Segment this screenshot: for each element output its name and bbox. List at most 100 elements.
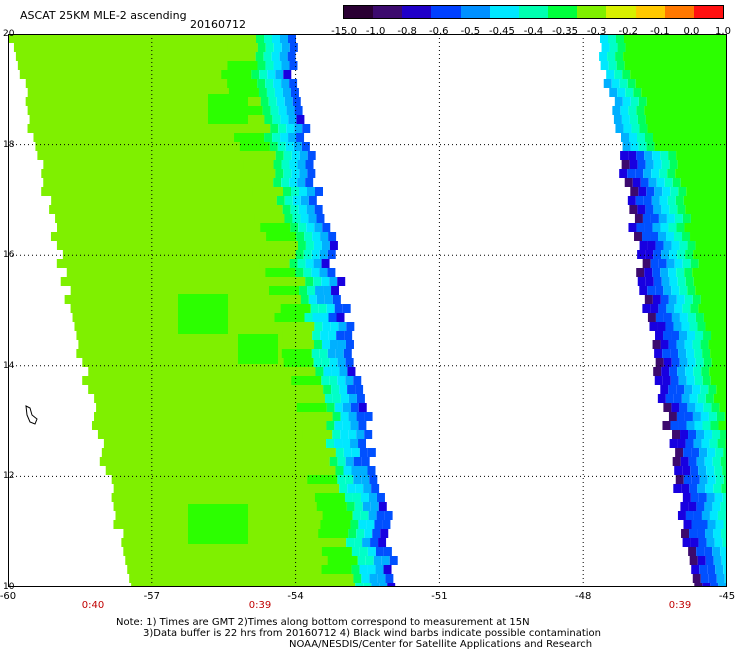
right-swath-edge-cell xyxy=(692,295,701,304)
left-swath-edge-cell xyxy=(288,34,296,43)
left-swath-lime xyxy=(56,259,290,268)
right-swath-edge-cell xyxy=(709,439,718,448)
left-swath-green xyxy=(252,187,283,196)
left-swath-edge-cell xyxy=(272,34,280,43)
left-swath-edge-cell xyxy=(337,340,346,349)
left-swath-green xyxy=(226,34,256,43)
left-swath-edge-cell xyxy=(360,511,369,520)
left-swath-edge-cell xyxy=(346,502,355,511)
left-swath-edge-cell xyxy=(291,169,300,178)
left-swath-edge-cell xyxy=(347,367,356,376)
right-swath-edge-cell xyxy=(603,79,612,88)
right-swath-edge-cell xyxy=(690,466,699,475)
left-swath-edge-cell xyxy=(350,421,359,430)
left-swath-edge-cell xyxy=(367,547,376,556)
left-swath-lime xyxy=(105,466,336,475)
right-swath-edge-cell xyxy=(701,367,710,376)
right-swath-edge-cell xyxy=(666,232,675,241)
left-swath-edge-cell xyxy=(320,232,329,241)
left-swath-green xyxy=(275,277,306,286)
right-swath-edge-cell xyxy=(679,358,688,367)
right-swath-edge-cell xyxy=(661,277,670,286)
left-swath-edge-cell xyxy=(367,565,376,574)
right-swath-edge-cell xyxy=(635,169,644,178)
right-swath-edge-cell xyxy=(648,178,657,187)
island-outline xyxy=(25,405,38,425)
left-swath-lime xyxy=(49,205,283,214)
right-swath-edge-cell xyxy=(699,475,708,484)
left-swath-edge-cell xyxy=(354,502,363,511)
left-swath-green xyxy=(259,259,290,268)
right-swath-edge-cell xyxy=(629,205,638,214)
right-swath-edge-cell xyxy=(621,160,630,169)
left-swath-edge-cell xyxy=(281,43,290,52)
left-swath-edge-cell xyxy=(322,223,331,232)
right-swath-edge-cell xyxy=(677,439,686,448)
left-swath-edge-cell xyxy=(289,160,298,169)
left-swath-edge-cell xyxy=(312,313,321,322)
left-swath-edge-cell xyxy=(321,376,330,385)
left-swath-lime xyxy=(70,286,300,295)
right-swath-edge-cell xyxy=(716,574,725,583)
left-swath-green xyxy=(265,268,296,277)
left-swath-edge-cell xyxy=(311,250,320,259)
right-swath-edge-cell xyxy=(642,232,651,241)
left-swath-edge-cell xyxy=(344,493,353,502)
right-swath-edge-cell xyxy=(655,313,664,322)
right-swath-edge-cell xyxy=(687,313,696,322)
left-swath-edge-cell xyxy=(365,556,374,565)
left-swath-edge-cell xyxy=(328,331,337,340)
right-swath-edge-cell xyxy=(672,430,681,439)
right-swath-edge-cell xyxy=(684,268,693,277)
right-swath-edge-cell xyxy=(687,358,696,367)
right-swath-edge-cell xyxy=(647,313,656,322)
left-swath-edge-cell xyxy=(281,178,290,187)
left-swath-edge-cell xyxy=(356,529,365,538)
right-swath-green xyxy=(676,151,727,160)
right-swath-edge-cell xyxy=(655,331,664,340)
right-swath-green xyxy=(675,169,727,178)
left-swath-green xyxy=(296,403,327,412)
right-swath-edge-cell xyxy=(668,412,677,421)
right-swath-edge-cell xyxy=(649,322,658,331)
lon-label: -48 xyxy=(575,591,592,602)
right-swath-edge-cell xyxy=(650,214,659,223)
left-swath-edge-cell xyxy=(313,340,322,349)
colorbar xyxy=(343,5,724,19)
left-swath-lime xyxy=(111,475,338,484)
right-swath-edge-cell xyxy=(658,232,667,241)
right-swath-edge-cell xyxy=(612,106,621,115)
left-swath-edge-cell xyxy=(257,43,266,52)
left-swath-edge-cell xyxy=(319,250,328,259)
right-swath-edge-cell xyxy=(632,178,641,187)
right-swath-edge-cell xyxy=(684,385,693,394)
left-swath-edge-cell xyxy=(258,88,267,97)
time-label: 0:39 xyxy=(668,600,692,611)
left-swath-edge-cell xyxy=(285,142,294,151)
right-swath-edge-cell xyxy=(601,43,610,52)
left-swath-green xyxy=(318,529,349,538)
left-swath-edge-cell xyxy=(353,574,362,583)
right-swath-edge-cell xyxy=(666,259,675,268)
right-swath-edge-cell xyxy=(712,547,721,556)
left-swath-green xyxy=(299,457,330,466)
right-swath-green xyxy=(710,376,727,385)
right-swath-edge-cell xyxy=(613,115,622,124)
right-swath-edge-cell xyxy=(637,115,646,124)
right-swath-edge-cell xyxy=(694,421,703,430)
right-swath-edge-cell xyxy=(645,205,654,214)
right-swath-edge-cell xyxy=(691,565,700,574)
lon-label: -54 xyxy=(287,591,304,602)
left-swath-edge-cell xyxy=(296,133,305,142)
left-swath-green xyxy=(274,313,305,322)
right-swath-edge-cell xyxy=(722,466,727,475)
left-swath-edge-cell xyxy=(319,349,328,358)
right-swath-edge-cell xyxy=(672,457,681,466)
left-swath-edge-cell xyxy=(313,358,322,367)
right-swath-green xyxy=(711,358,727,367)
colorbar-swatch xyxy=(635,6,666,18)
left-swath-edge-cell xyxy=(329,376,338,385)
lat-label: 20 xyxy=(3,29,15,39)
left-swath-edge-cell xyxy=(366,520,375,529)
left-swath-edge-cell xyxy=(257,79,266,88)
